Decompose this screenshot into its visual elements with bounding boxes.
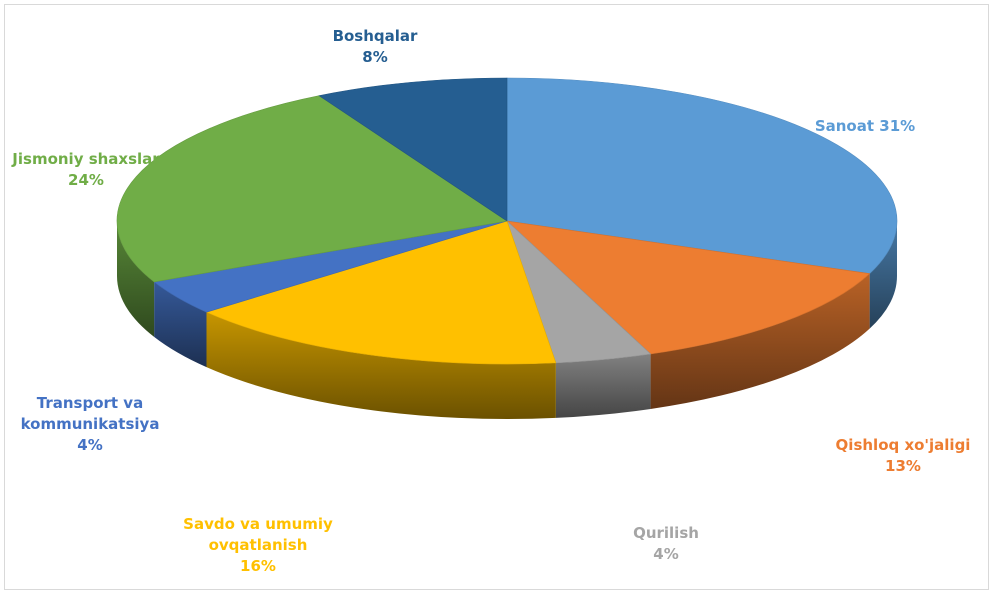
slice-side-transport-va-kommunikatsiya [154, 281, 207, 368]
data-label-boshqalar: Boshqalar 8% [333, 27, 418, 66]
data-label-sanoat: Sanoat 31% [815, 117, 915, 135]
data-label-transport-va-kommunikatsiya: Transport va kommunikatsiya 4% [21, 394, 160, 454]
pie-tops [116, 77, 898, 365]
slice-jismoniy-shaxslar [116, 95, 508, 283]
data-label-qurilish: Qurilish 4% [633, 524, 699, 563]
slice-side-savdo-va-umumiy-ovqatlanish [206, 312, 556, 419]
slice-savdo-va-umumiy-ovqatlanish [205, 220, 557, 365]
pie-labels: Sanoat 31% Qishloq xo'jaligi 13% Qurilish 4%… [11, 27, 970, 575]
slice-qishloq-xo-jaligi [506, 220, 871, 355]
slice-side-qishloq-xo-jaligi [650, 273, 870, 409]
slice-side-jismoniy-shaxslar [117, 221, 155, 337]
pie-sides [117, 221, 897, 419]
slice-boshqalar [318, 77, 508, 222]
slice-sanoat [506, 77, 898, 274]
data-label-jismoniy-shaxslar: Jismoniy shaxslar 24% [11, 150, 160, 189]
data-label-qishloq-xo-jaligi: Qishloq xo'jaligi 13% [836, 436, 971, 475]
data-label-savdo-va-umumiy-ovqatlanish: Savdo va umumiy ovqatlanish 16% [183, 515, 333, 575]
slice-side-qurilish [555, 353, 651, 418]
